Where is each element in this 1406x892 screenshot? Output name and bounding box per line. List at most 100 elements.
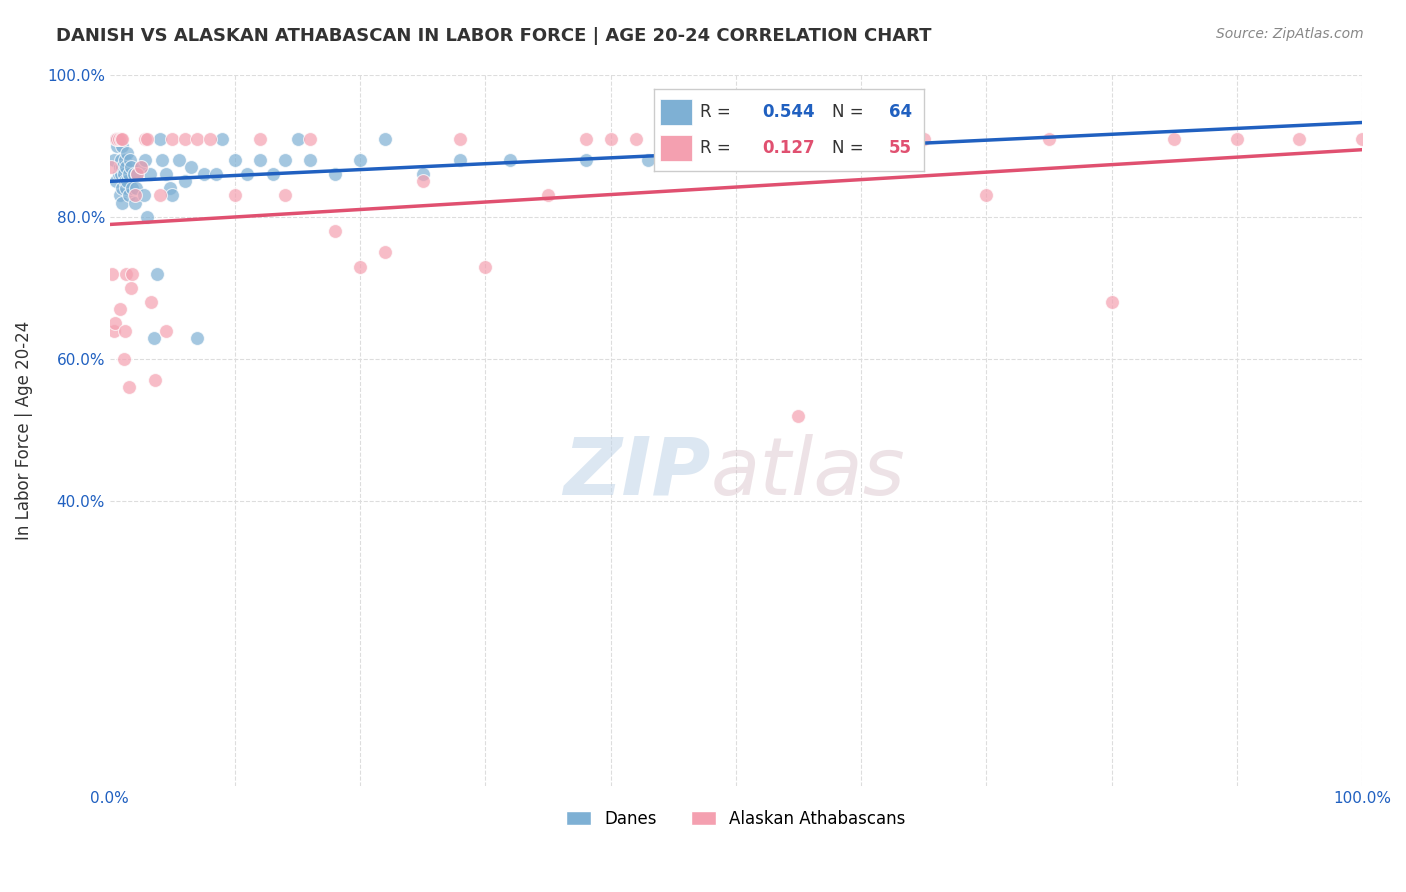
Point (103, 324, 125, 338)
Point (349, 153, 371, 167)
Point (173, 131, 195, 145)
Point (111, 160, 134, 174)
Point (1038, 131, 1060, 145)
Point (112, 167, 135, 181)
Point (205, 167, 228, 181)
Point (349, 260, 371, 274)
Point (143, 373, 166, 387)
Point (108, 302, 131, 317)
Point (1101, 295, 1123, 310)
Text: Source: ZipAtlas.com: Source: ZipAtlas.com (1216, 27, 1364, 41)
Point (124, 188, 146, 202)
Point (134, 153, 156, 167)
Point (117, 167, 139, 181)
Point (211, 131, 233, 145)
Point (149, 188, 172, 202)
Point (111, 195, 134, 210)
Point (575, 131, 598, 145)
Point (107, 167, 129, 181)
Point (662, 131, 685, 145)
Point (236, 167, 259, 181)
Point (114, 174, 136, 188)
Point (105, 138, 128, 153)
Point (299, 131, 322, 145)
Point (186, 131, 208, 145)
Point (537, 188, 560, 202)
Point (159, 181, 181, 195)
Point (115, 181, 138, 195)
Point (117, 188, 139, 202)
Point (224, 188, 246, 202)
Point (599, 131, 621, 145)
Point (139, 167, 162, 181)
Point (193, 167, 215, 181)
Point (117, 380, 139, 394)
Point (787, 409, 810, 423)
Point (274, 153, 297, 167)
Point (132, 188, 155, 202)
Point (134, 131, 156, 145)
Point (115, 160, 138, 174)
Point (198, 131, 221, 145)
Point (112, 351, 135, 366)
Point (449, 131, 471, 145)
Point (1226, 131, 1249, 145)
Point (121, 267, 143, 281)
Point (118, 153, 141, 167)
Point (105, 131, 128, 145)
Point (162, 131, 184, 145)
Point (149, 131, 172, 145)
Point (976, 188, 998, 202)
Point (110, 131, 132, 145)
Point (1163, 131, 1185, 145)
Point (249, 153, 271, 167)
Point (114, 324, 136, 338)
Point (787, 153, 810, 167)
Point (120, 281, 142, 295)
Point (101, 267, 124, 281)
Point (110, 167, 132, 181)
Point (474, 260, 496, 274)
Point (724, 153, 747, 167)
Point (136, 210, 159, 224)
Point (125, 181, 148, 195)
Point (121, 181, 143, 195)
Point (105, 174, 128, 188)
Point (412, 167, 434, 181)
Point (124, 195, 146, 210)
Point (129, 160, 152, 174)
Point (111, 181, 134, 195)
Point (146, 267, 169, 281)
Point (114, 153, 136, 167)
Point (103, 153, 125, 167)
Point (575, 153, 598, 167)
Point (150, 153, 173, 167)
Point (637, 153, 659, 167)
Point (323, 167, 346, 181)
Point (117, 145, 139, 160)
Point (262, 167, 284, 181)
Point (162, 188, 184, 202)
Point (374, 131, 396, 145)
Point (108, 160, 131, 174)
Point (107, 131, 129, 145)
Point (167, 153, 190, 167)
Text: ZIP: ZIP (564, 434, 711, 512)
Point (115, 267, 138, 281)
Point (180, 160, 202, 174)
Point (1351, 131, 1374, 145)
Point (412, 174, 434, 188)
Point (186, 331, 208, 345)
Legend: Danes, Alaskan Athabascans: Danes, Alaskan Athabascans (560, 803, 912, 834)
Point (374, 245, 396, 260)
Point (104, 317, 127, 331)
Point (912, 131, 935, 145)
Point (287, 131, 309, 145)
Point (105, 131, 128, 145)
Point (111, 131, 134, 145)
Point (274, 188, 297, 202)
Point (142, 331, 165, 345)
Point (299, 153, 322, 167)
Point (129, 160, 152, 174)
Point (155, 324, 177, 338)
